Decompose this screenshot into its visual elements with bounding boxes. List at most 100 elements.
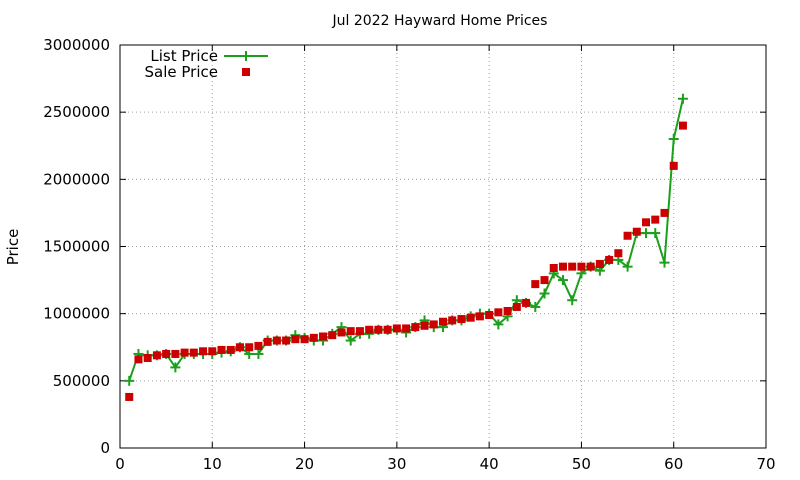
sale-price-point xyxy=(448,316,457,325)
list-price-point xyxy=(659,257,670,268)
sale-price-point xyxy=(642,218,651,227)
sale-price-point xyxy=(125,392,134,401)
y-tick-label: 1500000 xyxy=(43,238,110,256)
y-tick-label: 2000000 xyxy=(43,170,110,188)
sale-price-point xyxy=(586,262,595,271)
sale-price-point xyxy=(392,324,401,333)
sale-price-point xyxy=(549,263,558,272)
list-price-point xyxy=(567,295,578,306)
sale-price-point xyxy=(282,336,291,345)
sale-price-point xyxy=(235,343,244,352)
x-tick-label: 20 xyxy=(295,455,314,473)
sale-price-point xyxy=(660,208,669,217)
sale-price-point xyxy=(291,335,300,344)
sale-price-point xyxy=(300,335,309,344)
sale-price-point xyxy=(355,327,364,336)
list-price-point xyxy=(650,228,661,239)
sale-price-point xyxy=(678,121,687,130)
grid-lines xyxy=(120,45,766,448)
sale-price-point xyxy=(171,349,180,358)
sale-price-point xyxy=(337,328,346,337)
sale-price-point xyxy=(439,317,447,326)
sale-price-point xyxy=(466,313,475,322)
sale-price-point xyxy=(522,298,531,307)
sale-price-point xyxy=(134,355,143,364)
sale-price-point xyxy=(199,347,208,356)
y-tick-label: 500000 xyxy=(53,372,110,390)
sale-price-point xyxy=(632,227,641,236)
series-layer xyxy=(124,93,688,401)
sale-price-point xyxy=(319,332,328,341)
list-price-point xyxy=(641,228,652,239)
legend-label: List Price xyxy=(150,47,218,65)
sale-price-point xyxy=(485,311,494,320)
sale-price-point xyxy=(309,333,318,342)
y-tick-label: 0 xyxy=(100,439,110,457)
sale-price-point xyxy=(189,348,198,357)
sale-price-point xyxy=(457,315,466,324)
sale-price-point xyxy=(595,259,604,268)
sale-price-point xyxy=(328,331,337,340)
sale-price-point xyxy=(263,337,272,346)
x-tick-label: 60 xyxy=(664,455,683,473)
sale-price-point xyxy=(180,348,189,357)
sale-price-point xyxy=(614,249,623,258)
sale-price-point xyxy=(402,324,411,333)
x-tick-label: 30 xyxy=(387,455,406,473)
sale-price-point xyxy=(568,262,577,271)
series-list-price xyxy=(124,93,688,386)
sale-price-point xyxy=(429,320,438,329)
x-tick-label: 40 xyxy=(480,455,499,473)
sale-price-point xyxy=(651,215,660,224)
sale-price-point xyxy=(605,255,614,264)
sale-price-point xyxy=(494,308,503,317)
sale-price-point xyxy=(475,312,484,321)
list-price-point xyxy=(170,362,181,373)
sale-price-point xyxy=(512,302,521,311)
list-price-point xyxy=(253,348,264,359)
sale-price-point xyxy=(558,262,567,271)
sale-price-point xyxy=(365,325,374,334)
sale-price-point xyxy=(411,323,420,332)
x-tick-label: 50 xyxy=(572,455,591,473)
y-axis-label: Price xyxy=(4,229,22,266)
x-tick-label: 0 xyxy=(115,455,125,473)
list-price-point xyxy=(530,301,541,312)
plot-frame xyxy=(119,44,767,449)
sale-price-point xyxy=(143,353,152,362)
legend-marker xyxy=(242,68,250,76)
legend-label: Sale Price xyxy=(145,63,218,81)
list-price-point xyxy=(493,319,504,330)
sale-price-point xyxy=(208,347,217,356)
y-tick-label: 2500000 xyxy=(43,103,110,121)
sale-price-point xyxy=(383,325,392,334)
sale-price-point xyxy=(226,345,235,354)
sale-price-point xyxy=(623,231,632,240)
axis-ticks: 0 10 20 30 40 50 60 70 0 500000 1000000 1500000 2000… xyxy=(43,36,775,473)
sale-price-point xyxy=(374,325,383,334)
sale-price-point xyxy=(346,327,355,336)
x-tick-label: 70 xyxy=(756,455,775,473)
sale-price-point xyxy=(503,306,512,315)
sale-price-point xyxy=(669,161,678,170)
x-tick-label: 10 xyxy=(203,455,222,473)
sale-price-point xyxy=(272,336,281,345)
y-tick-label: 3000000 xyxy=(43,36,110,54)
sale-price-point xyxy=(531,280,540,289)
sale-price-point xyxy=(245,343,254,352)
list-price-point xyxy=(677,93,688,104)
sale-price-point xyxy=(254,341,263,350)
list-price-point xyxy=(539,288,550,299)
list-price-point xyxy=(557,275,568,286)
sale-price-point xyxy=(152,351,161,360)
sale-price-point xyxy=(577,262,586,271)
sale-price-point xyxy=(540,276,549,285)
series-sale-price xyxy=(125,121,687,401)
list-price-point xyxy=(345,335,356,346)
list-price-point xyxy=(124,375,135,386)
y-tick-label: 1000000 xyxy=(43,305,110,323)
sale-price-point xyxy=(162,349,171,358)
sale-price-point xyxy=(217,345,226,354)
